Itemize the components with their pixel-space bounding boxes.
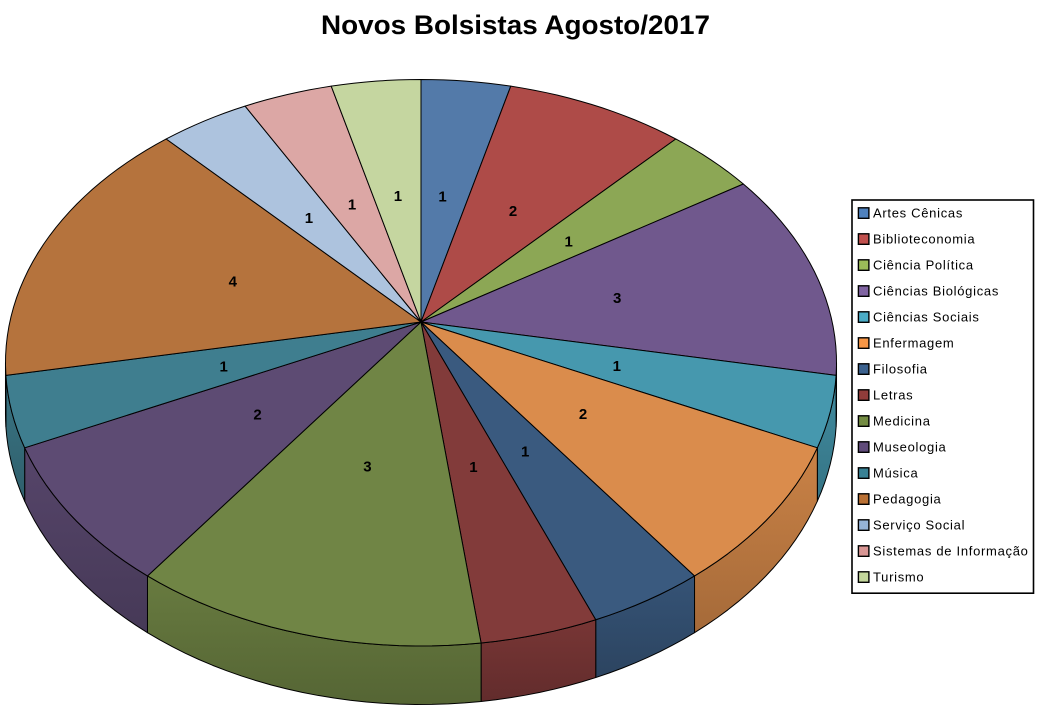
svg-text:Turismo: Turismo xyxy=(873,570,924,585)
svg-text:2: 2 xyxy=(509,203,517,220)
svg-text:Música: Música xyxy=(873,466,918,481)
svg-text:Ciências Sociais: Ciências Sociais xyxy=(873,310,980,325)
svg-text:Ciências Biológicas: Ciências Biológicas xyxy=(873,284,999,299)
svg-text:1: 1 xyxy=(394,188,402,205)
svg-text:1: 1 xyxy=(348,196,356,213)
svg-text:Novos Bolsistas Agosto/2017: Novos Bolsistas Agosto/2017 xyxy=(321,10,710,40)
svg-text:2: 2 xyxy=(579,406,587,423)
svg-text:Serviço Social: Serviço Social xyxy=(873,518,965,533)
svg-text:3: 3 xyxy=(613,290,621,307)
svg-text:Museologia: Museologia xyxy=(873,440,947,455)
svg-text:4: 4 xyxy=(229,274,238,291)
svg-text:Artes Cênicas: Artes Cênicas xyxy=(873,206,963,221)
svg-text:1: 1 xyxy=(565,234,573,251)
svg-text:Biblioteconomia: Biblioteconomia xyxy=(873,232,975,247)
svg-text:3: 3 xyxy=(363,459,371,476)
svg-text:1: 1 xyxy=(220,358,228,375)
svg-text:1: 1 xyxy=(521,443,529,460)
svg-text:Medicina: Medicina xyxy=(873,414,931,429)
svg-text:Sistemas de Informação: Sistemas de Informação xyxy=(873,544,1029,559)
svg-text:Letras: Letras xyxy=(873,388,913,403)
svg-text:Pedagogia: Pedagogia xyxy=(873,492,942,507)
svg-text:1: 1 xyxy=(469,459,477,476)
svg-text:2: 2 xyxy=(253,406,261,423)
svg-text:1: 1 xyxy=(438,188,446,205)
svg-text:Ciência Política: Ciência Política xyxy=(873,258,974,273)
svg-text:Filosofia: Filosofia xyxy=(873,362,928,377)
svg-text:1: 1 xyxy=(305,210,313,227)
svg-text:Enfermagem: Enfermagem xyxy=(873,336,954,351)
svg-text:1: 1 xyxy=(613,358,621,375)
